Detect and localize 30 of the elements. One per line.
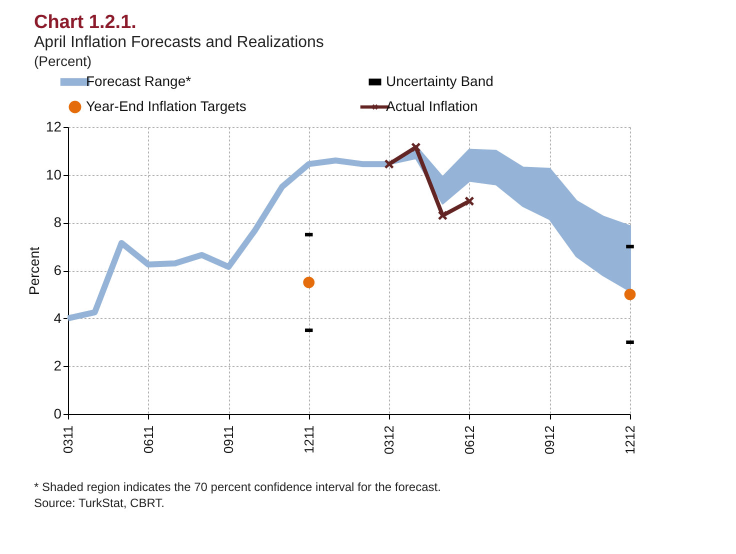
legend-label: Forecast Range* <box>86 73 192 89</box>
point <box>410 142 421 152</box>
y-tick-label: 4 <box>54 310 62 326</box>
text: * Shaded region indicates the 70 percent confidence interval for the forecast. <box>34 479 442 495</box>
y-tick-label: 0 <box>54 406 62 422</box>
chart-title: Chart 1.2.1. <box>34 12 138 34</box>
x-tick-label: 0312 <box>382 426 397 454</box>
legend-label: Year-End Inflation Targets <box>86 98 246 114</box>
point <box>303 276 315 288</box>
point <box>464 196 474 206</box>
x-tick-label: 0612 <box>462 426 477 454</box>
source-note: Source: TurkStat, CBRT. <box>34 495 166 511</box>
y-tick-label: 8 <box>54 214 62 230</box>
chart-subtitle: April Inflation Forecasts and Realizations (Percent) <box>34 34 325 70</box>
y-tick-label: 10 <box>46 166 62 182</box>
point <box>438 210 448 220</box>
x-tick-label: 1211 <box>301 426 316 454</box>
legend-label: Actual Inflation <box>386 98 478 114</box>
x-tick-label: 0311 <box>60 426 76 454</box>
x-tick-label: 0911 <box>221 426 236 454</box>
y-tick-label: 2 <box>54 358 62 374</box>
x-tick-label: 1212 <box>622 426 638 454</box>
y-axis-title: Percent <box>26 246 42 296</box>
y-tick-label: 6 <box>54 262 62 278</box>
x-tick-label: 0611 <box>140 426 156 454</box>
point <box>624 288 636 300</box>
x-tick-label: 0912 <box>542 426 558 454</box>
point <box>384 159 394 169</box>
legend-label: Uncertainty Band <box>386 73 494 89</box>
y-tick-label: 12 <box>46 118 62 134</box>
